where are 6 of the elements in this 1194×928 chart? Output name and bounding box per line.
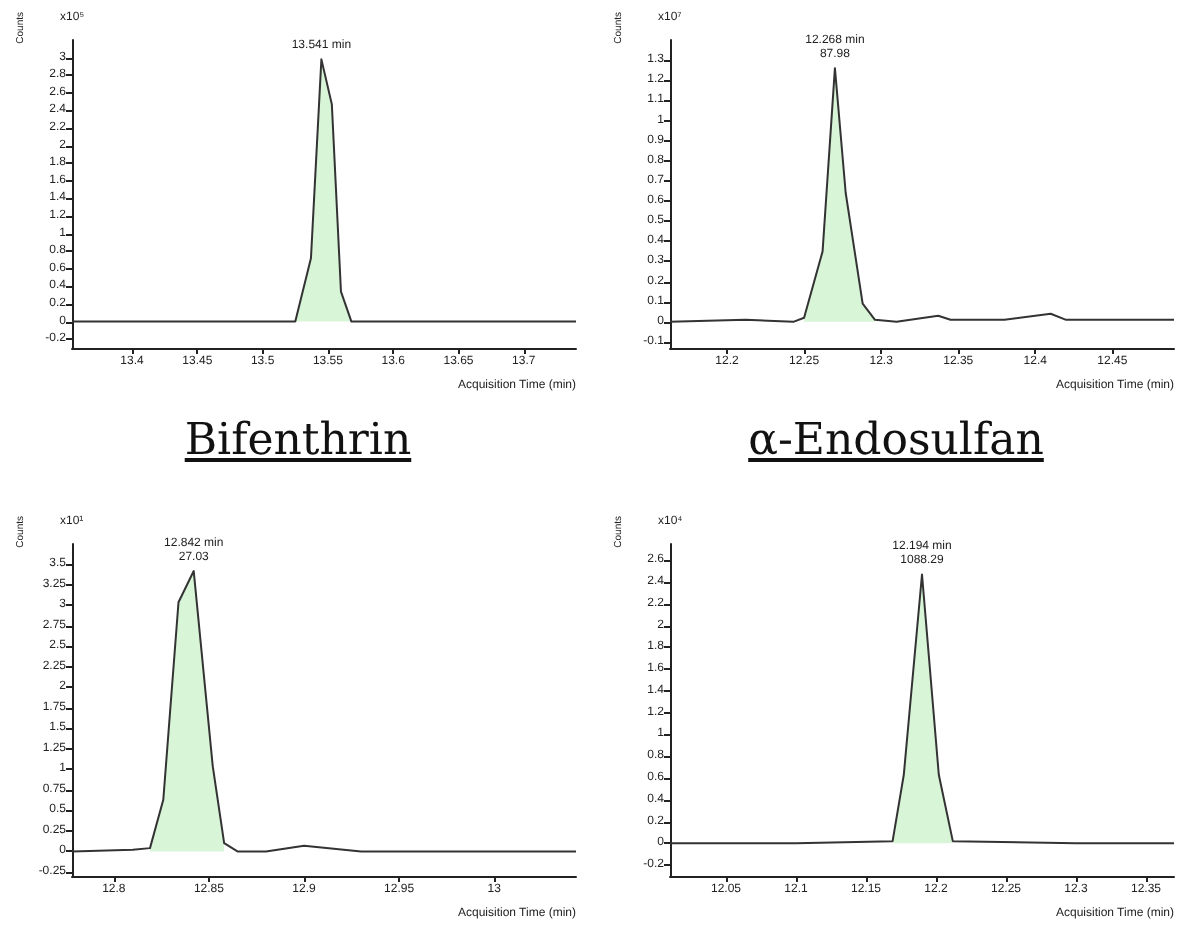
line-series	[71, 58, 577, 323]
line-series	[669, 573, 1175, 845]
line-series	[71, 570, 577, 853]
text: Bifenthrin	[182, 416, 414, 466]
line-series	[669, 67, 1175, 323]
text: α-Endosulfan	[746, 416, 1046, 466]
